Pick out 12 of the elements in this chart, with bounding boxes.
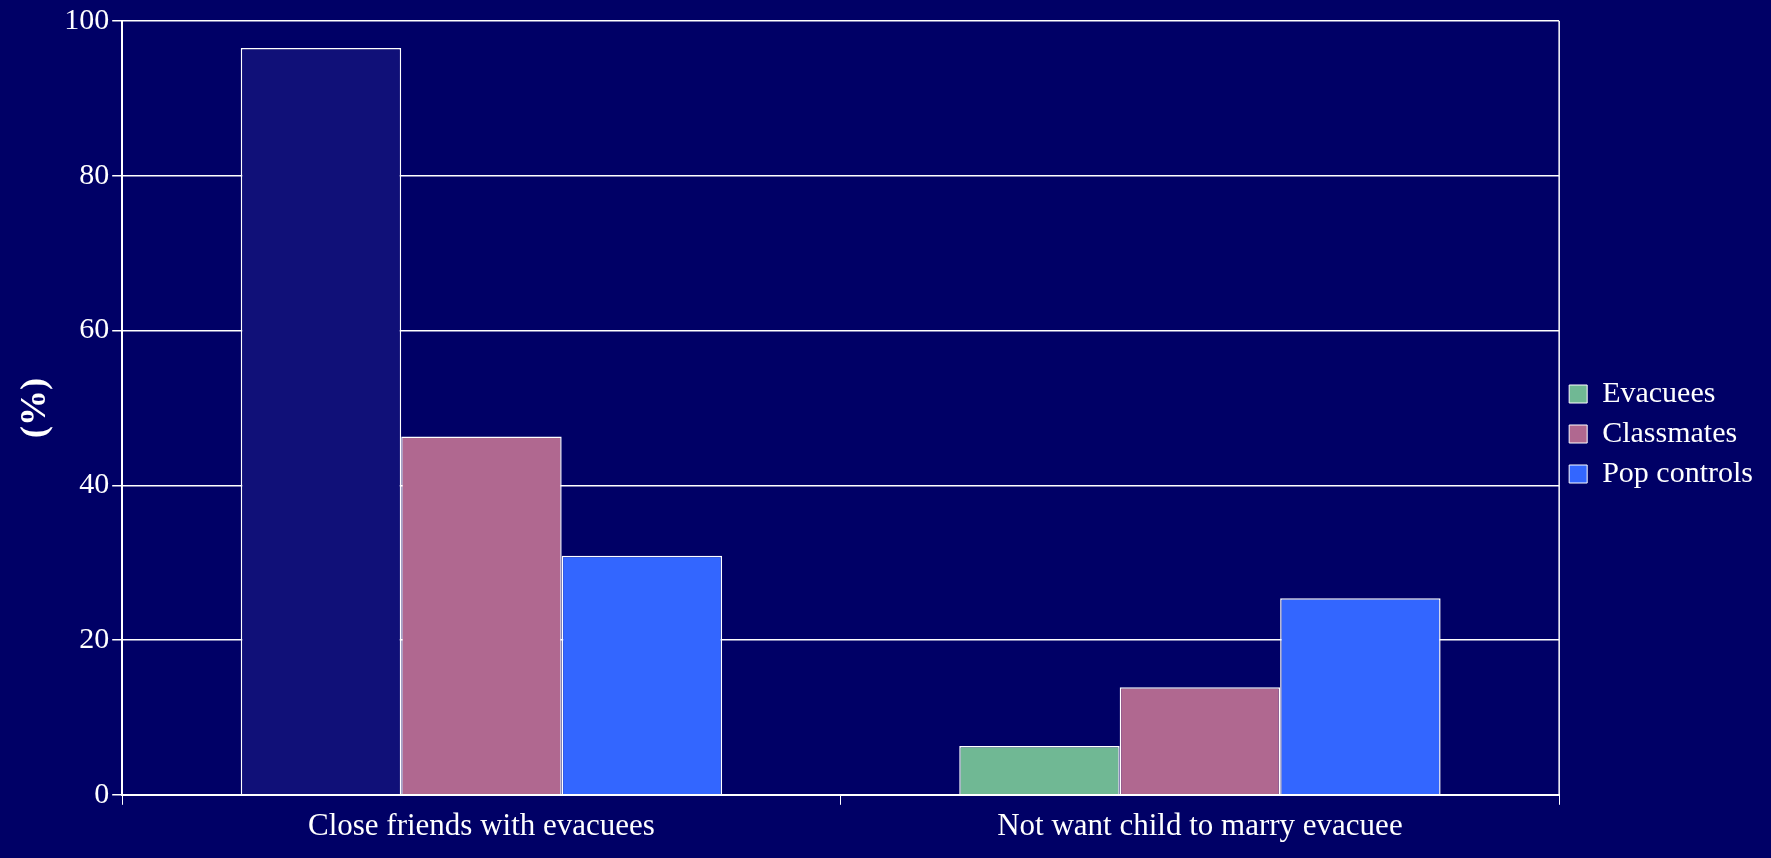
x-tick-label: Close friends with evacuees: [307, 806, 655, 842]
legend-label: Evacuees: [1602, 374, 1716, 408]
y-tick-label: 20: [79, 620, 110, 654]
y-tick-label: 100: [64, 1, 110, 35]
y-tick-label: 0: [94, 775, 110, 809]
y-axis-title: (%): [12, 377, 53, 438]
x-tick-label: Not want child to marry evacuee: [997, 806, 1403, 842]
legend-label: Classmates: [1602, 414, 1738, 448]
y-tick-label: 80: [79, 156, 110, 190]
legend-label: Pop controls: [1602, 454, 1754, 488]
y-tick-label: 40: [79, 466, 110, 500]
y-tick-label: 60: [79, 311, 110, 345]
